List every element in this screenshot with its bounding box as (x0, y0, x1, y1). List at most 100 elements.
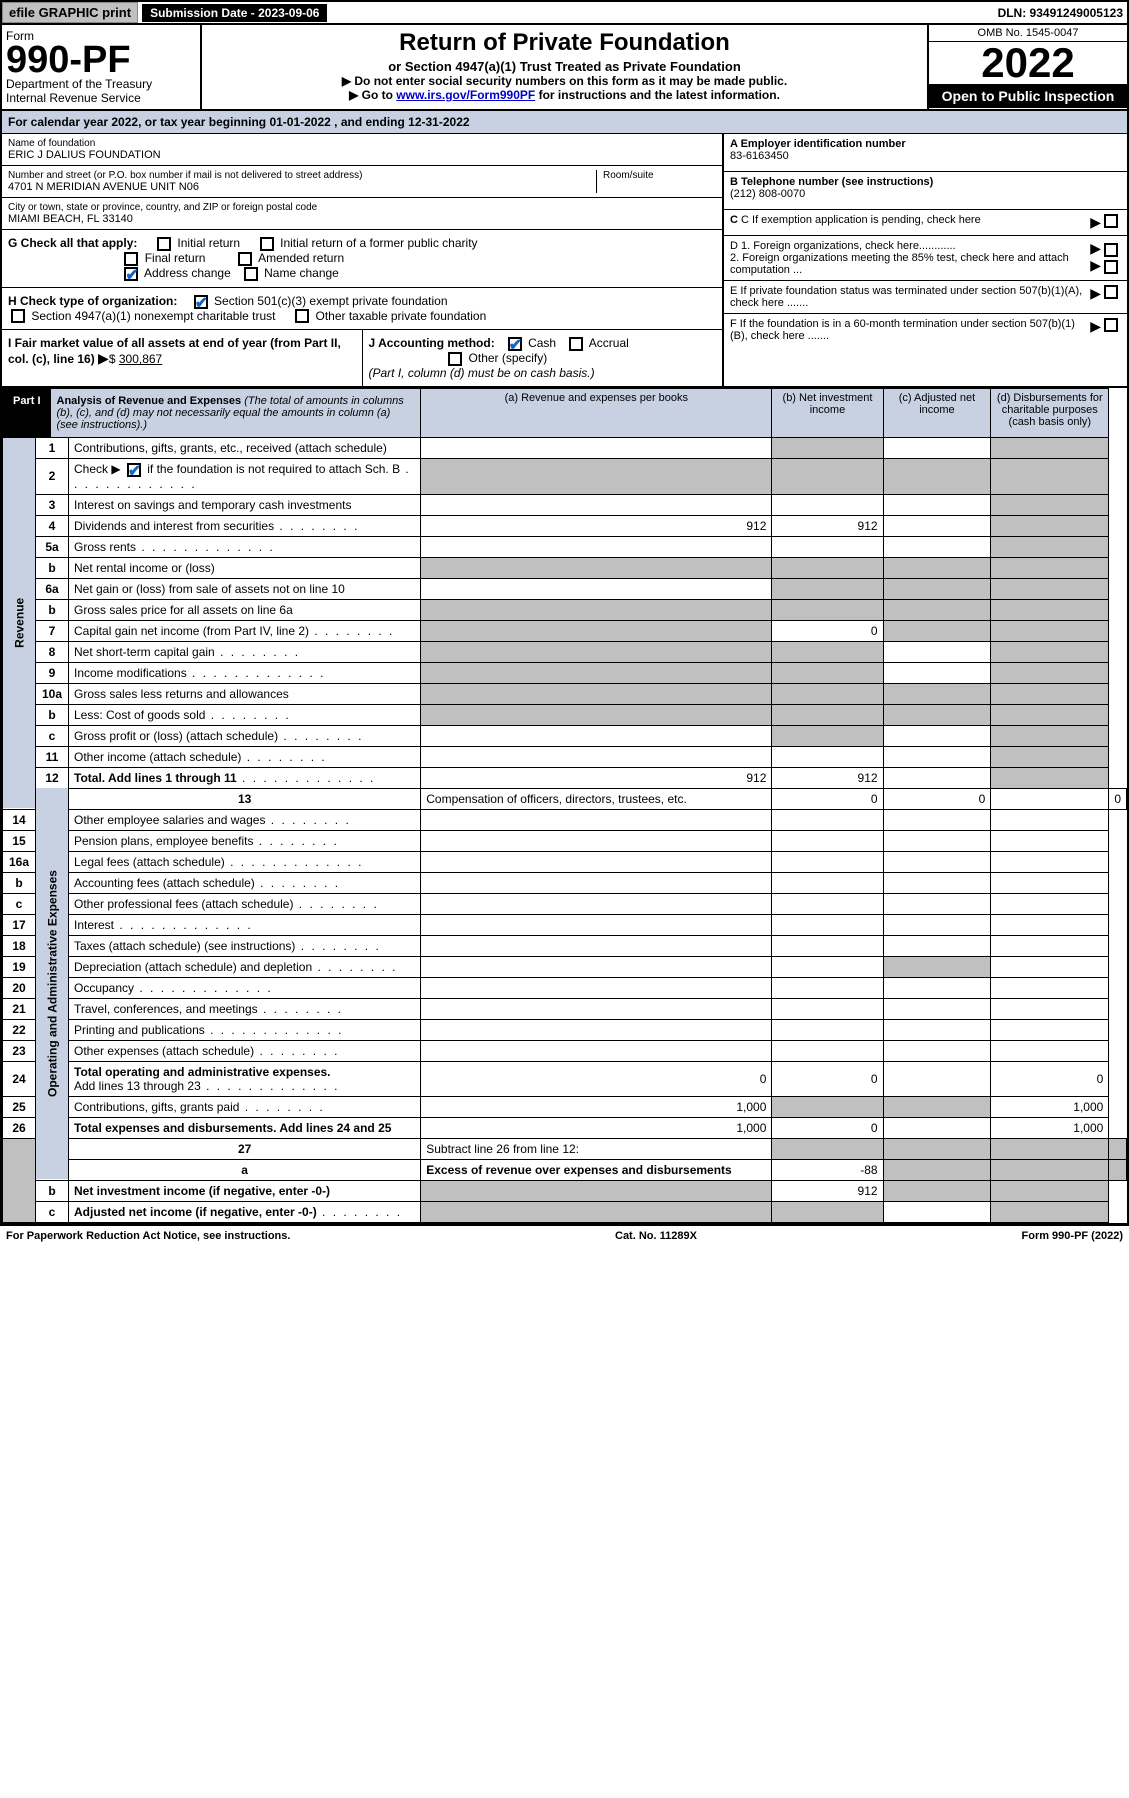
checkbox-4947[interactable] (11, 309, 25, 323)
checkbox-accrual[interactable] (569, 337, 583, 351)
l13-b: 0 (883, 788, 991, 809)
s501-label: Section 501(c)(3) exempt private foundat… (214, 294, 447, 308)
note-1: ▶ Do not enter social security numbers o… (212, 74, 917, 88)
s4947-label: Section 4947(a)(1) nonexempt charitable … (31, 309, 275, 323)
checkbox-initial-former[interactable] (260, 237, 274, 251)
line-5b: Net rental income or (loss) (69, 557, 421, 578)
part1-title: Analysis of Revenue and Expenses (57, 395, 242, 407)
checkbox-f[interactable] (1104, 318, 1118, 332)
line-9: Income modifications (74, 666, 187, 680)
address-label: Number and street (or P.O. box number if… (8, 170, 596, 181)
initial-former-label: Initial return of a former public charit… (280, 236, 477, 250)
final-return-label: Final return (145, 251, 206, 265)
revenue-section-label: Revenue (3, 437, 36, 809)
city-label: City or town, state or province, country… (8, 202, 716, 213)
footer-right: Form 990-PF (2022) (1022, 1230, 1123, 1242)
entity-info: Name of foundation ERIC J DALIUS FOUNDAT… (2, 134, 1127, 388)
h-label: H Check type of organization: (8, 294, 177, 308)
l24-d: 0 (991, 1061, 1109, 1096)
col-b-header: (b) Net investment income (772, 388, 883, 437)
irs-label: Internal Revenue Service (6, 91, 196, 105)
line-20: Occupancy (74, 981, 134, 995)
checkbox-cash[interactable] (508, 337, 522, 351)
top-bar: efile GRAPHIC print Submission Date - 20… (2, 2, 1127, 25)
initial-return-label: Initial return (177, 236, 240, 250)
submission-date: Submission Date - 2023-09-06 (142, 4, 327, 22)
line-27b: Net investment income (if negative, ente… (74, 1184, 330, 1198)
line-4: Dividends and interest from securities (74, 519, 274, 533)
b-label: B Telephone number (see instructions) (730, 176, 933, 188)
checkbox-amended[interactable] (238, 252, 252, 266)
l24-b: 0 (772, 1061, 883, 1096)
l27b-b: 912 (772, 1180, 883, 1201)
other-taxable-label: Other taxable private foundation (316, 309, 487, 323)
amended-label: Amended return (258, 251, 344, 265)
fmv-value: 300,867 (119, 352, 162, 366)
foundation-name: ERIC J DALIUS FOUNDATION (8, 149, 716, 161)
form-subtitle: or Section 4947(a)(1) Trust Treated as P… (212, 59, 917, 74)
l25-d: 1,000 (991, 1096, 1109, 1117)
efile-button[interactable]: efile GRAPHIC print (2, 2, 138, 23)
line-24: Total operating and administrative expen… (74, 1065, 331, 1079)
checkbox-d2[interactable] (1104, 260, 1118, 274)
checkbox-d1[interactable] (1104, 243, 1118, 257)
line-3: Interest on savings and temporary cash i… (69, 494, 421, 515)
line-11: Other income (attach schedule) (74, 750, 241, 764)
checkbox-501c3[interactable] (194, 295, 208, 309)
col-a-header: (a) Revenue and expenses per books (421, 388, 772, 437)
checkbox-initial-return[interactable] (157, 237, 171, 251)
line-5a: Gross rents (74, 540, 136, 554)
checkbox-sch-b[interactable] (127, 463, 141, 477)
l12-b: 912 (772, 767, 883, 788)
line-18: Taxes (attach schedule) (see instruction… (74, 939, 295, 953)
line-16c: Other professional fees (attach schedule… (74, 897, 293, 911)
c-label: C If exemption application is pending, c… (741, 214, 981, 226)
line-8: Net short-term capital gain (74, 645, 215, 659)
accrual-label: Accrual (589, 336, 629, 350)
address: 4701 N MERIDIAN AVENUE UNIT N06 (8, 181, 596, 193)
line-27a: Excess of revenue over expenses and disb… (426, 1163, 731, 1177)
line-16b: Accounting fees (attach schedule) (74, 876, 255, 890)
line-6a: Net gain or (loss) from sale of assets n… (69, 578, 421, 599)
l27a-a: -88 (772, 1159, 883, 1180)
checkbox-other-taxable[interactable] (295, 309, 309, 323)
a-label: A Employer identification number (730, 138, 906, 150)
line-17: Interest (74, 918, 114, 932)
l25-a: 1,000 (421, 1096, 772, 1117)
tax-year: 2022 (929, 42, 1127, 84)
line-14: Other employee salaries and wages (74, 813, 265, 827)
open-to-public: Open to Public Inspection (929, 84, 1127, 108)
line-23: Other expenses (attach schedule) (74, 1044, 254, 1058)
checkbox-other-method[interactable] (448, 352, 462, 366)
col-c-header: (c) Adjusted net income (883, 388, 991, 437)
checkbox-e[interactable] (1104, 285, 1118, 299)
e-label: E If private foundation status was termi… (730, 285, 1090, 309)
l26-d: 1,000 (991, 1117, 1109, 1138)
l24-a: 0 (421, 1061, 772, 1096)
line-25: Contributions, gifts, grants paid (74, 1100, 239, 1114)
line-26: Total expenses and disbursements. Add li… (74, 1121, 391, 1135)
j-label: J Accounting method: (369, 336, 495, 350)
checkbox-address-change[interactable] (124, 267, 138, 281)
d1-label: D 1. Foreign organizations, check here..… (730, 240, 956, 252)
line-13: Compensation of officers, directors, tru… (421, 788, 772, 809)
page-footer: For Paperwork Reduction Act Notice, see … (0, 1225, 1129, 1246)
city-state-zip: MIAMI BEACH, FL 33140 (8, 213, 716, 225)
line-7: Capital gain net income (from Part IV, l… (74, 624, 309, 638)
form-number: 990-PF (6, 43, 196, 77)
line-10a: Gross sales less returns and allowances (69, 683, 421, 704)
irs-link[interactable]: www.irs.gov/Form990PF (396, 88, 535, 102)
checkbox-name-change[interactable] (244, 267, 258, 281)
department: Department of the Treasury (6, 77, 196, 91)
footer-left: For Paperwork Reduction Act Notice, see … (6, 1230, 290, 1242)
checkbox-c[interactable] (1104, 214, 1118, 228)
l4-a: 912 (421, 515, 772, 536)
l13-d: 0 (1109, 788, 1127, 809)
line-27c: Adjusted net income (if negative, enter … (74, 1205, 317, 1219)
part1-table: Part I Analysis of Revenue and Expenses … (2, 388, 1127, 1223)
line-19: Depreciation (attach schedule) and deple… (74, 960, 312, 974)
line-1: Contributions, gifts, grants, etc., rece… (69, 437, 421, 458)
col-d-header: (d) Disbursements for charitable purpose… (991, 388, 1109, 437)
line-10c: Gross profit or (loss) (attach schedule) (74, 729, 278, 743)
phone-value: (212) 808-0070 (730, 188, 805, 200)
